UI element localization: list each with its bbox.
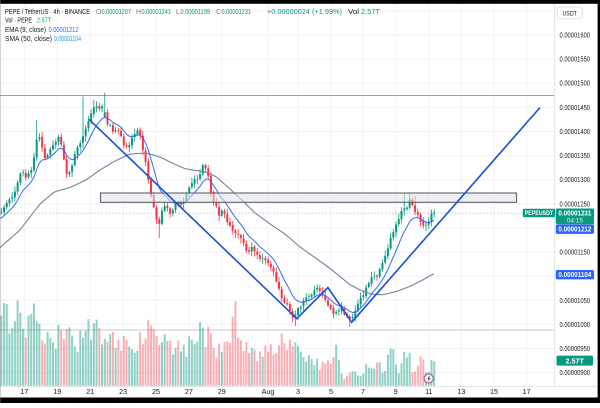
svg-text:0.00001150: 0.00001150 — [560, 248, 591, 257]
svg-text:0.00001104: 0.00001104 — [54, 36, 81, 43]
svg-text:0.00001207: 0.00001207 — [102, 9, 132, 16]
svg-text:SMA (50, close): SMA (50, close) — [5, 36, 52, 43]
svg-text:13: 13 — [457, 387, 465, 396]
svg-text:PEPEUSDT: PEPEUSDT — [525, 210, 554, 217]
svg-text:0.00001550: 0.00001550 — [560, 55, 591, 64]
svg-text:15: 15 — [490, 387, 498, 396]
svg-text:25: 25 — [152, 387, 160, 396]
svg-text:PEPE / TetherUS · 4h · BINANCE: PEPE / TetherUS · 4h · BINANCE — [5, 9, 90, 16]
svg-text:2.57T: 2.57T — [361, 9, 381, 16]
svg-text:0.00001104: 0.00001104 — [558, 270, 591, 279]
svg-text:0.00001250: 0.00001250 — [560, 199, 591, 208]
svg-text:L: L — [176, 9, 180, 16]
svg-text:17: 17 — [523, 387, 531, 396]
svg-text:5: 5 — [329, 387, 333, 396]
svg-text:0.00001350: 0.00001350 — [560, 151, 591, 160]
svg-text:27: 27 — [185, 387, 193, 396]
svg-text:19: 19 — [53, 387, 61, 396]
svg-text:0.00001450: 0.00001450 — [560, 103, 591, 112]
svg-text:Vol: Vol — [348, 9, 359, 16]
svg-text:Vol · PEPE: Vol · PEPE — [5, 18, 32, 25]
svg-text:Aug: Aug — [262, 387, 275, 396]
svg-text:0.00000950: 0.00000950 — [560, 344, 591, 353]
svg-text:EMA (9, close): EMA (9, close) — [5, 27, 46, 34]
svg-text:0.00000900: 0.00000900 — [560, 368, 591, 377]
svg-text:0.00001000: 0.00001000 — [560, 320, 591, 329]
svg-text:04:15: 04:15 — [567, 218, 583, 225]
svg-text:0.00001600: 0.00001600 — [560, 31, 591, 40]
svg-text:11: 11 — [425, 387, 432, 396]
svg-text:29: 29 — [218, 387, 226, 396]
svg-text:17: 17 — [20, 387, 28, 396]
svg-text:+0.00000024 (+1.99%): +0.00000024 (+1.99%) — [267, 9, 342, 16]
svg-text:0.00001212: 0.00001212 — [558, 225, 591, 234]
svg-text:C: C — [216, 9, 221, 16]
svg-text:21: 21 — [86, 387, 94, 396]
svg-text:0.00001199: 0.00001199 — [181, 9, 211, 16]
svg-text:0.00001241: 0.00001241 — [142, 9, 172, 16]
svg-text:3: 3 — [296, 387, 300, 396]
svg-text:O: O — [96, 9, 102, 16]
svg-text:7: 7 — [361, 387, 365, 396]
svg-text:0.00001231: 0.00001231 — [222, 9, 252, 16]
svg-text:H: H — [136, 9, 141, 16]
svg-text:0.00001300: 0.00001300 — [560, 175, 591, 184]
svg-text:0.00001500: 0.00001500 — [560, 79, 591, 88]
svg-text:0.00001400: 0.00001400 — [560, 127, 591, 136]
svg-text:USDT: USDT — [562, 10, 577, 17]
svg-text:2.57T: 2.57T — [566, 356, 585, 365]
svg-text:0.00001050: 0.00001050 — [560, 296, 591, 305]
svg-text:23: 23 — [119, 387, 127, 396]
svg-text:0.00001212: 0.00001212 — [49, 27, 79, 34]
svg-text:0.00001231: 0.00001231 — [558, 208, 591, 217]
svg-text:9: 9 — [394, 387, 398, 396]
svg-text:2.57T: 2.57T — [37, 18, 52, 25]
